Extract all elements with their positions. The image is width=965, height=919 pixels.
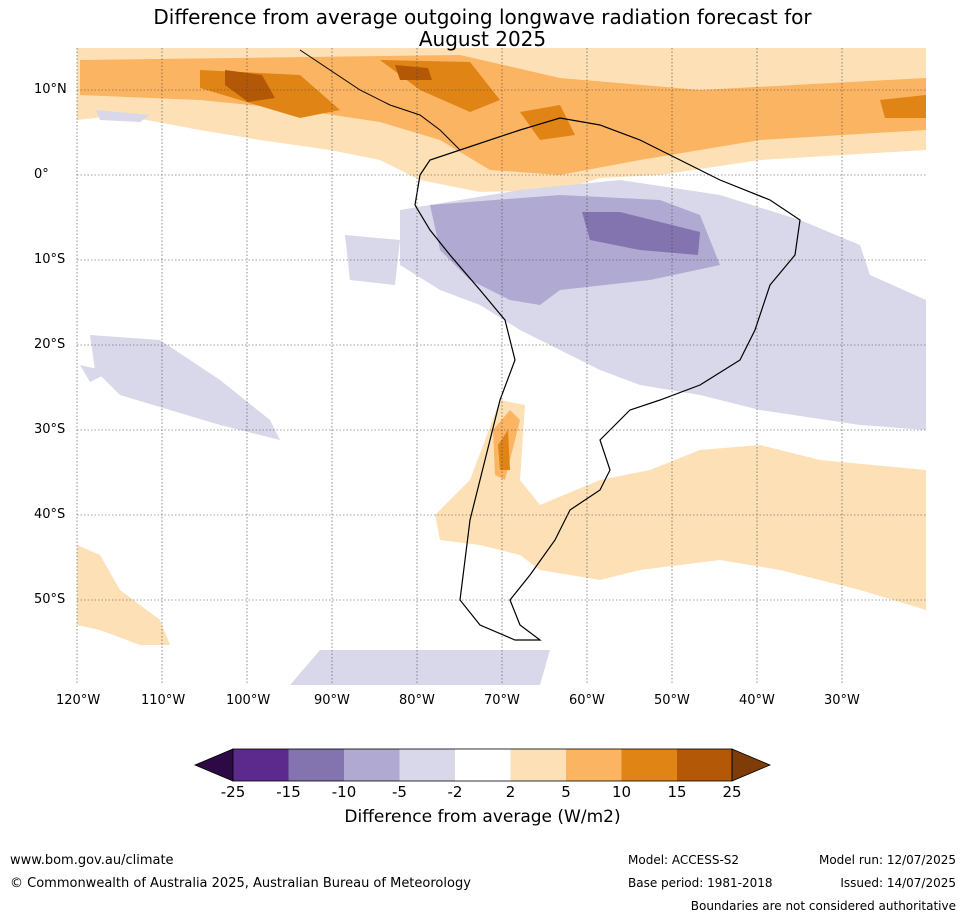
colorbar [193,748,772,782]
colorbar-low-extension [193,748,234,782]
map-title-line2: August 2025 [418,27,547,51]
lat-label: 30°S [34,422,66,437]
colorbar-tick: -25 [220,783,246,801]
lon-label: 110°W [141,693,186,708]
colorbar-high-extension [731,748,772,782]
lon-label: 90°W [314,693,350,708]
positive-anomaly-south [435,400,926,610]
lon-label: 50°W [654,693,690,708]
model-run-text: Model run: 12/07/2025 [818,853,956,867]
negative-anomaly-pacific [80,110,550,685]
colorbar-segment [344,749,400,781]
lat-label: 10°S [34,252,66,267]
positive-anomaly-south-10 [498,430,510,470]
anomaly-shading [77,48,926,685]
lon-label: 60°W [569,693,605,708]
colorbar-tick: -2 [447,783,463,801]
colorbar-segment [566,749,622,781]
colorbar-segment [455,749,511,781]
lon-label: 80°W [399,693,435,708]
colorbar-tick: 5 [561,783,571,801]
central-america-coastline [299,49,461,151]
base-period-text: Base period: 1981-2018 [628,876,773,890]
negative-anomaly-tropics-10 [582,212,700,255]
colorbar-tick: 25 [722,783,742,801]
colorbar-segment [621,749,677,781]
lat-label: 10°N [34,82,67,97]
colorbar-tick: -5 [392,783,407,801]
lat-label: 0° [34,167,49,182]
map-title-line1: Difference from average outgoing longwav… [153,5,812,29]
colorbar-segment [288,749,344,781]
colorbar-segment [233,749,289,781]
colorbar-tick: 2 [505,783,516,801]
colorbar-tick: -10 [331,783,357,801]
lat-label: 40°S [34,507,66,522]
website-link[interactable]: www.bom.gov.au/climate [10,853,174,868]
positive-anomaly-north-15 [225,65,432,102]
colorbar-segment [510,749,566,781]
gridlines [76,48,926,685]
positive-anomaly-southwest [77,545,170,645]
colorbar-label: Difference from average (W/m2) [344,807,621,827]
colorbar-tick: 10 [611,783,632,801]
lon-label: 120°W [56,693,101,708]
colorbar-tick: 15 [667,783,687,801]
south-america-coastline [414,117,801,641]
model-text: Model: ACCESS-S2 [628,853,740,867]
lat-label: 20°S [34,337,66,352]
colorbar-tick: -15 [276,783,301,801]
lon-label: 100°W [226,693,271,708]
colorbar-segment [399,749,455,781]
colorbar-border [232,748,733,782]
disclaimer-text: Boundaries are not considered authoritat… [690,899,956,913]
lat-label: 50°S [34,592,66,607]
lon-label: 30°W [824,693,860,708]
copyright-text: © Commonwealth of Australia 2025, Austra… [10,876,471,891]
lon-label: 70°W [484,693,520,708]
colorbar-segment [677,749,732,781]
lon-label: 40°W [739,693,775,708]
positive-anomaly-north-10 [200,60,926,140]
issued-text: Issued: 14/07/2025 [840,876,956,890]
